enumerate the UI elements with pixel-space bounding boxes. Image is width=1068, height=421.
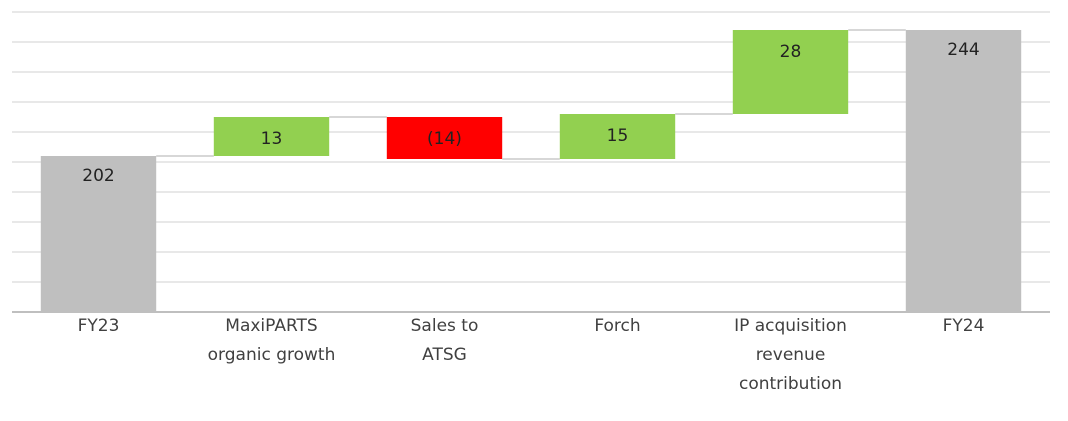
x-tick-label-line: Sales to [411,316,479,336]
value-label: 28 [780,42,802,62]
x-tick-label: FY24 [943,316,985,336]
value-label: 15 [607,126,629,146]
bar [905,30,1022,312]
bar [40,156,157,312]
value-label: 244 [947,40,979,60]
x-tick-label-line: contribution [739,374,842,394]
x-tick-label-line: Forch [594,316,640,336]
bar [386,117,503,159]
x-tick-label: FY23 [78,316,120,336]
value-label: 202 [82,166,114,186]
x-tick-label-line: revenue [756,345,826,365]
x-tick-label: Sales to ATSG [411,316,479,365]
value-label: 13 [261,129,283,149]
bar [559,114,676,159]
x-tick-label-line: ATSG [422,345,467,365]
x-tick-label-line: FY23 [78,316,120,336]
bar [732,30,849,114]
x-tick-label-line: IP acquisition [734,316,847,336]
value-label: (14) [427,129,462,149]
x-tick-label: Forch [594,316,640,336]
x-tick-label-line: FY24 [943,316,985,336]
bar [213,117,330,156]
x-tick-label: MaxiPARTS organic growth [208,316,336,365]
x-tick-label: IP acquisition revenue contribution [734,316,847,394]
x-tick-label-line: MaxiPARTS [225,316,317,336]
x-tick-label-line: organic growth [208,345,336,365]
